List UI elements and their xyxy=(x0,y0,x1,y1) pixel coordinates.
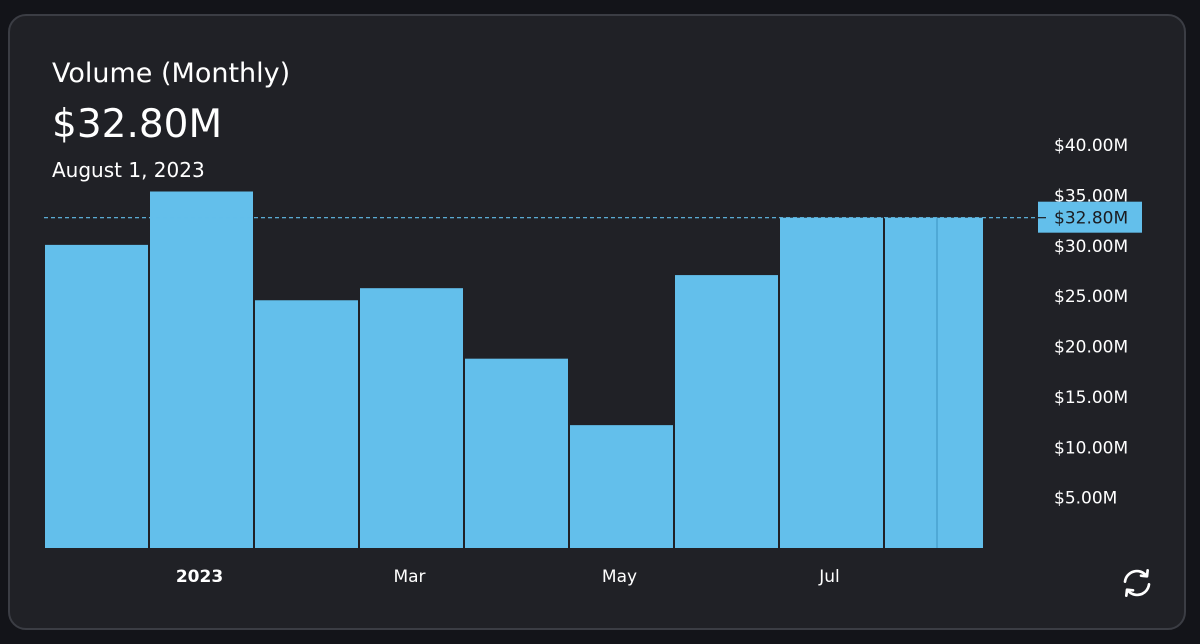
x-axis: 2023 Mar May Jul xyxy=(176,567,840,587)
bar[interactable] xyxy=(675,275,778,548)
current-date: August 1, 2023 xyxy=(52,158,205,182)
bar[interactable] xyxy=(465,358,568,548)
y-tick-label: $15.00M xyxy=(1054,388,1128,408)
x-tick-label: Mar xyxy=(393,567,425,587)
y-tick-label: $30.00M xyxy=(1054,237,1128,257)
crosshair-label-bg xyxy=(1038,201,1142,233)
refresh-icon[interactable] xyxy=(1121,567,1153,599)
y-tick-label: $20.00M xyxy=(1054,338,1128,358)
y-tick-label: $25.00M xyxy=(1054,287,1128,307)
y-axis: $5.00M $10.00M $15.00M $20.00M $25.00M $30.00… xyxy=(1054,136,1128,508)
y-tick-label: $5.00M xyxy=(1054,489,1117,509)
bar[interactable] xyxy=(360,288,463,548)
y-tick-label: $40.00M xyxy=(1054,136,1128,156)
crosshair: $32.80M xyxy=(44,201,1142,233)
bar[interactable] xyxy=(255,300,358,548)
bar[interactable] xyxy=(45,244,148,548)
bar[interactable] xyxy=(885,217,983,549)
bar[interactable] xyxy=(570,425,673,548)
chart-title: Volume (Monthly) xyxy=(52,58,291,89)
y-tick-label: $10.00M xyxy=(1054,438,1128,458)
x-tick-label: Jul xyxy=(818,567,840,587)
bar[interactable] xyxy=(780,217,883,549)
y-tick-label: $35.00M xyxy=(1054,187,1128,207)
current-value: $32.80M xyxy=(52,102,223,147)
x-tick-label: May xyxy=(602,567,637,587)
crosshair-value-label: $32.80M xyxy=(1054,209,1128,229)
bar-series xyxy=(45,191,983,549)
bar[interactable] xyxy=(150,191,253,549)
x-tick-label: 2023 xyxy=(176,567,223,587)
